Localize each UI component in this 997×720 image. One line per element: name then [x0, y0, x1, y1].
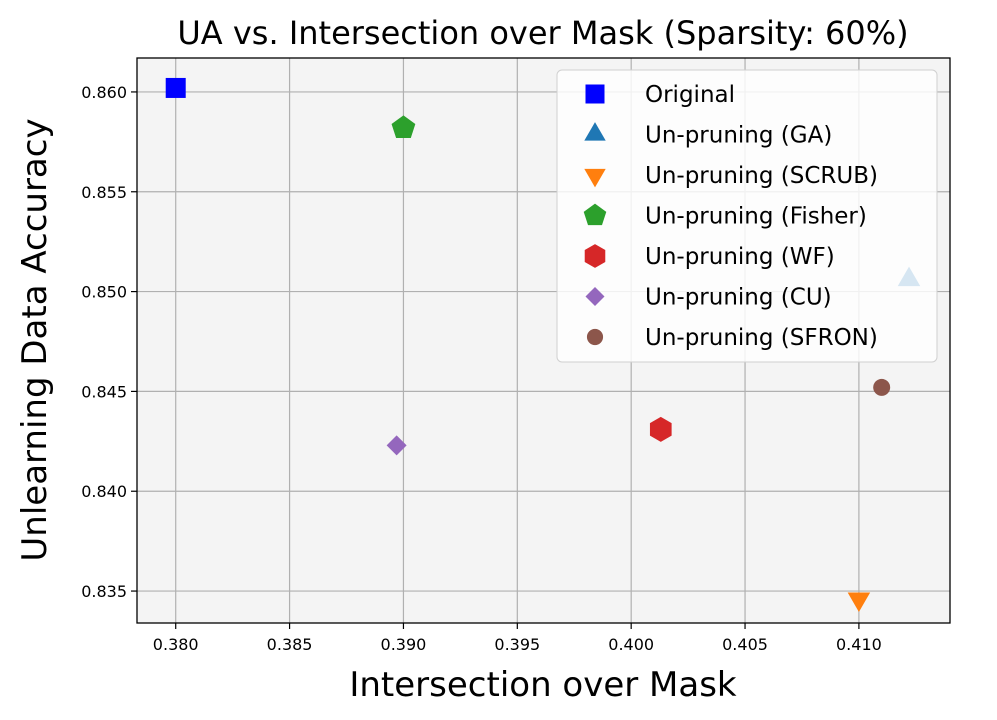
y-tick-label: 0.850	[81, 283, 127, 302]
legend-marker	[583, 203, 607, 226]
y-tick-label: 0.860	[81, 83, 127, 102]
legend-marker	[586, 328, 604, 346]
axis-ticks: 0.380 0.385 0.390 0.395 0.400 0.405 0.410 0.835…	[81, 83, 882, 654]
x-tick-label: 0.395	[494, 635, 540, 654]
legend-label: Un-pruning (WF)	[645, 244, 835, 270]
legend-label: Un-pruning (SFRON)	[645, 325, 878, 351]
point-un-pruning-sfron	[873, 378, 891, 396]
point-un-pruning-cu	[386, 435, 407, 456]
point-original	[165, 77, 186, 98]
legend-marker	[584, 168, 606, 188]
legend-marker	[584, 122, 606, 141]
legend-marker	[584, 244, 606, 268]
legend-marker	[585, 84, 605, 104]
x-tick-label: 0.380	[153, 635, 199, 654]
legend-box	[556, 69, 938, 363]
x-tick-label: 0.410	[836, 635, 882, 654]
legend-marker	[585, 287, 605, 306]
point-un-pruning-fisher	[391, 115, 416, 138]
chart-title: UA vs. Intersection over Mask (Sparsity:…	[177, 14, 908, 52]
y-tick-label: 0.845	[81, 382, 127, 401]
legend-label: Un-pruning (Fisher)	[645, 204, 867, 230]
x-tick-label: 0.385	[267, 635, 313, 654]
x-axis-label: Intersection over Mask	[349, 665, 737, 705]
x-tick-label: 0.405	[722, 635, 768, 654]
point-un-pruning-wf	[649, 416, 672, 442]
point-un-pruning-scrub	[847, 592, 871, 613]
x-tick-label: 0.400	[608, 635, 654, 654]
legend-label: Un-pruning (SCRUB)	[645, 163, 878, 189]
y-tick-label: 0.835	[81, 582, 127, 601]
legend: Original Un-pruning (GA) Un-pruning (SCRUB…	[556, 69, 938, 363]
y-tick-label: 0.855	[81, 183, 127, 202]
x-tick-label: 0.390	[381, 635, 427, 654]
legend-label: Original	[645, 82, 735, 108]
legend-label: Un-pruning (CU)	[645, 285, 832, 311]
y-tick-label: 0.840	[81, 482, 127, 501]
plot-frame	[136, 57, 951, 624]
y-axis-label: Unlearning Data Accuracy	[15, 118, 55, 561]
legend-label: Un-pruning (GA)	[645, 123, 832, 149]
